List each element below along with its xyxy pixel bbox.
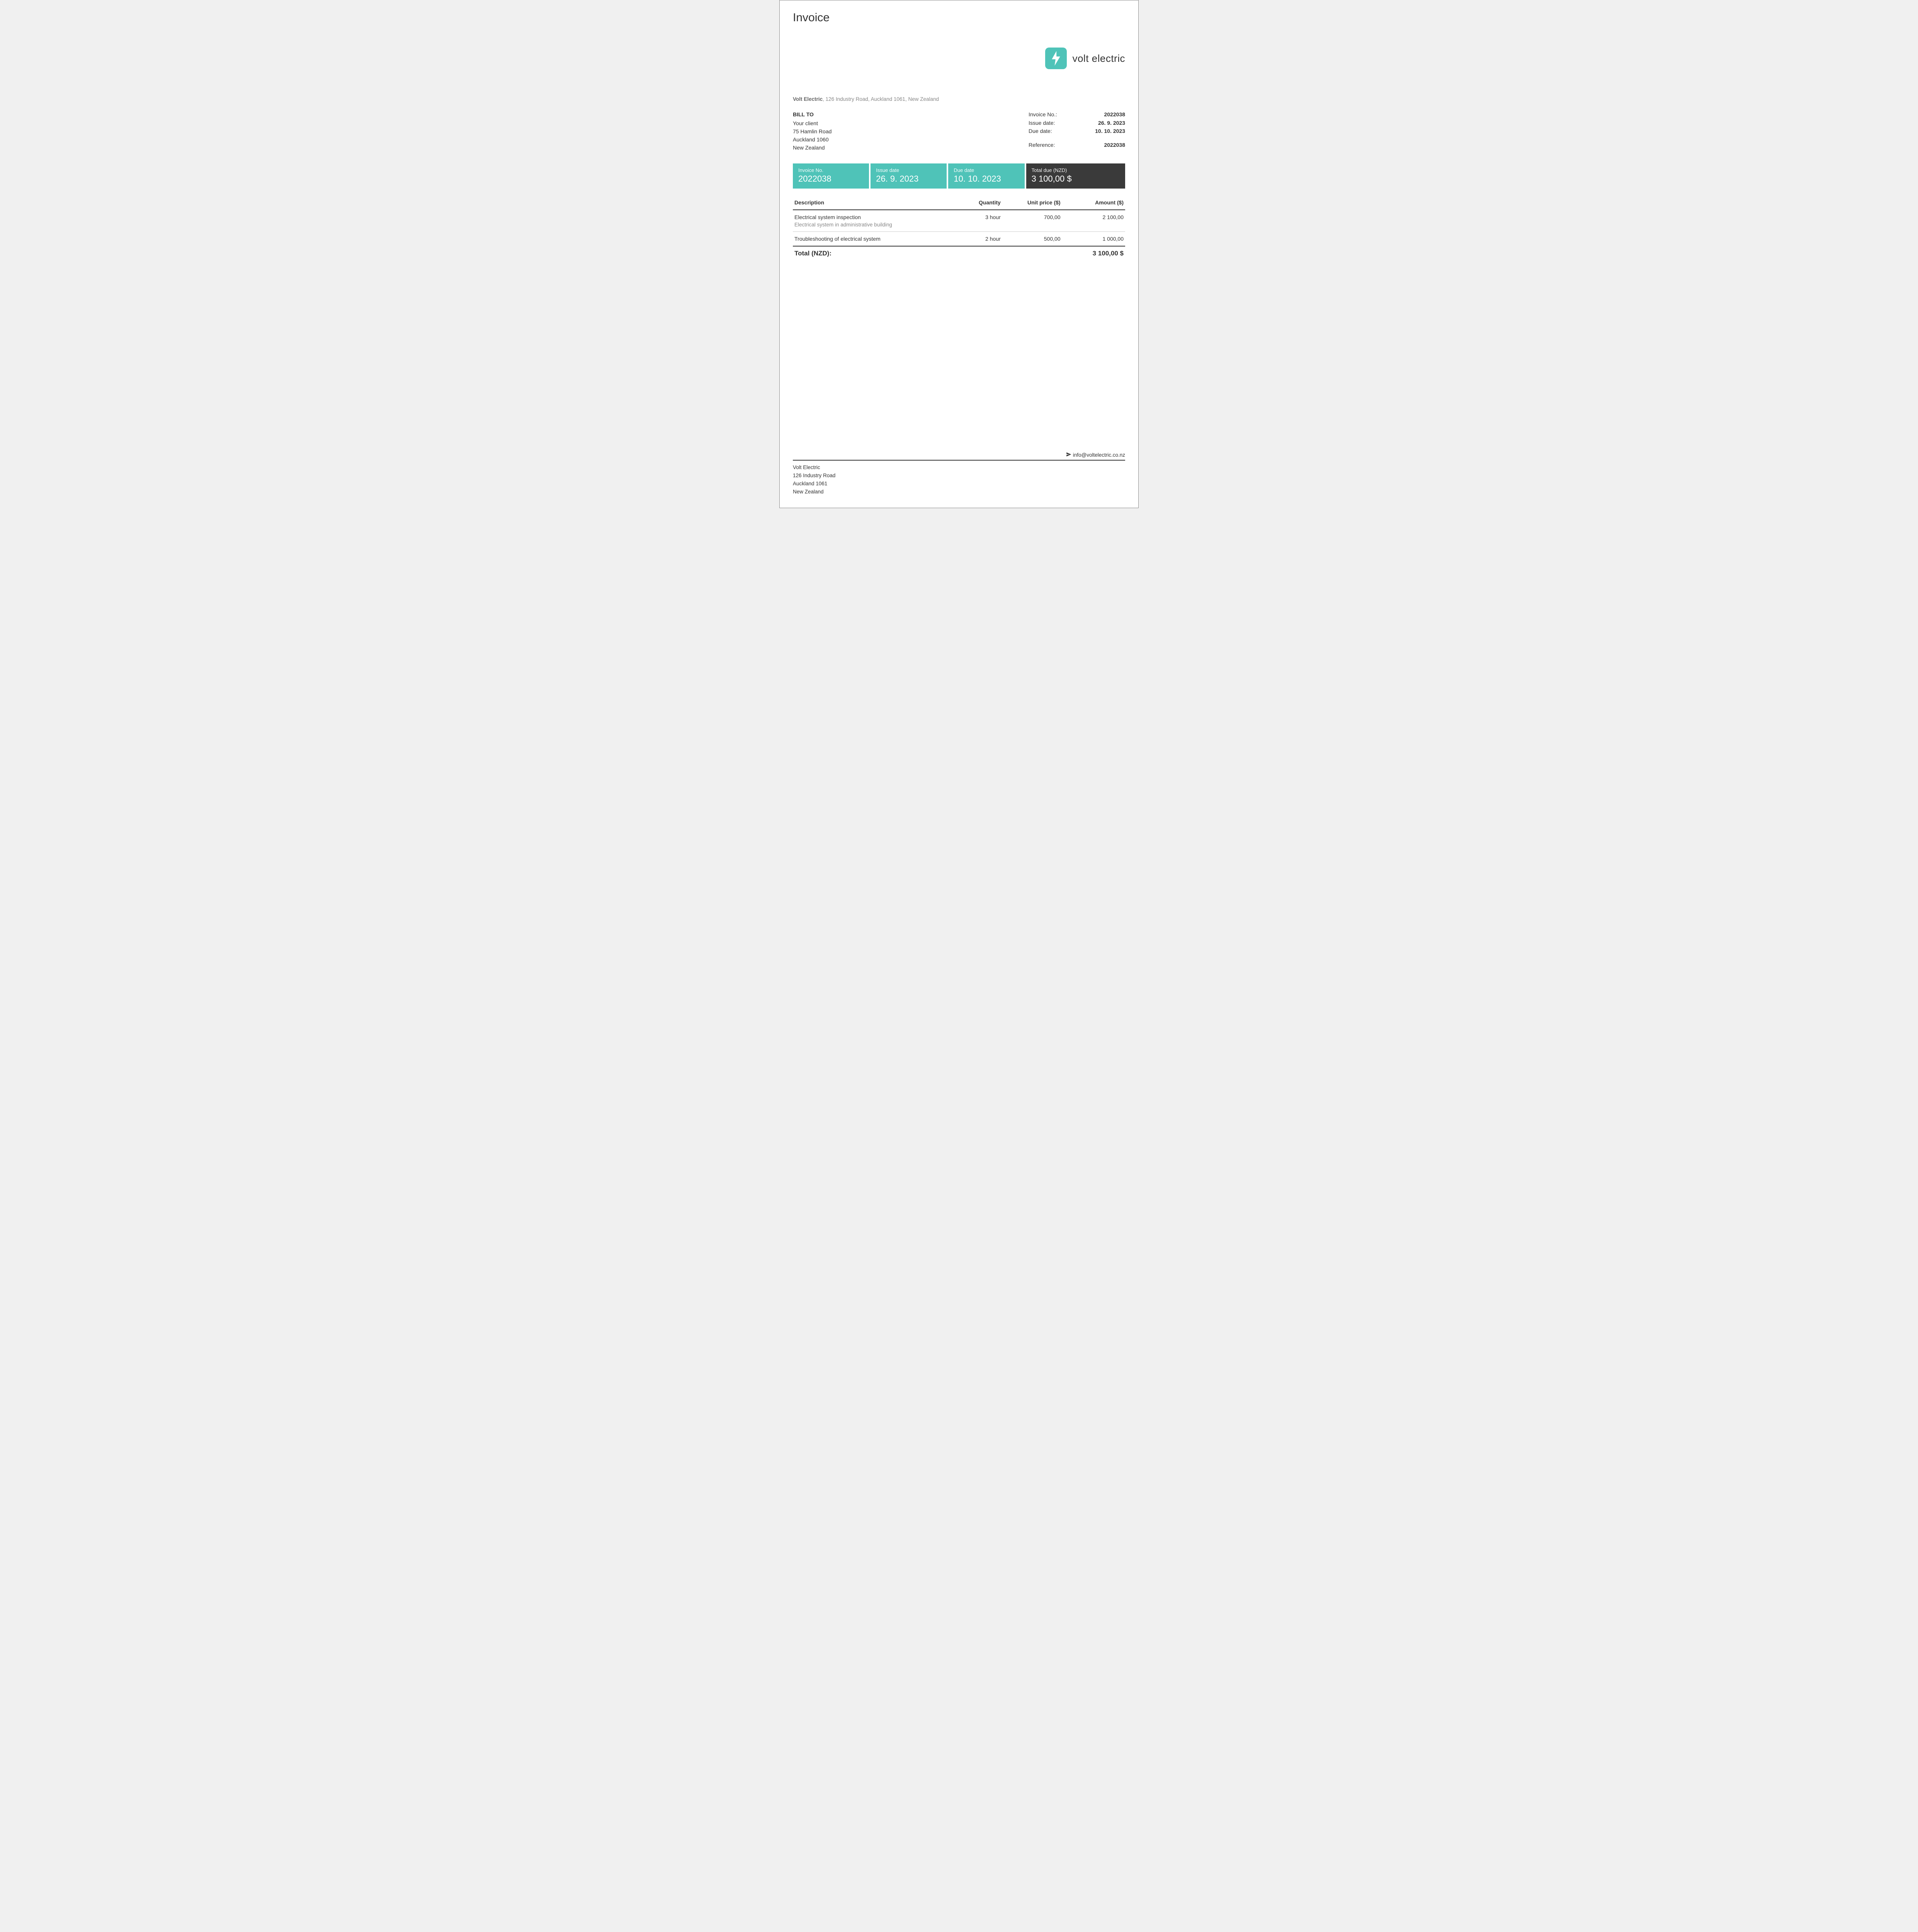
summary-cell: Issue date26. 9. 2023 bbox=[871, 163, 947, 189]
meta-value: 2022038 bbox=[1104, 141, 1125, 150]
meta-issue-date: Issue date: 26. 9. 2023 bbox=[1029, 119, 1125, 128]
total-line: Total (NZD): 3 100,00 $ bbox=[793, 247, 1125, 257]
brand-name: volt electric bbox=[1072, 53, 1125, 65]
cell-amount: 2 100,00 bbox=[1062, 210, 1125, 232]
meta-label: Due date: bbox=[1029, 127, 1052, 136]
sender-company: Volt Electric bbox=[793, 96, 823, 102]
bill-to-line: 75 Hamlin Road bbox=[793, 128, 831, 136]
summary-label: Invoice No. bbox=[798, 167, 864, 173]
invoice-meta-block: Invoice No.: 2022038 Issue date: 26. 9. … bbox=[1029, 111, 1125, 152]
meta-row: BILL TO Your client 75 Hamlin Road Auckl… bbox=[793, 111, 1125, 152]
footer-line: Auckland 1061 bbox=[793, 480, 1125, 488]
col-amount: Amount ($) bbox=[1062, 196, 1125, 210]
summary-label: Issue date bbox=[876, 167, 941, 173]
summary-cell: Total due (NZD)3 100,00 $ bbox=[1026, 163, 1125, 189]
meta-value: 10. 10. 2023 bbox=[1095, 127, 1125, 136]
sender-address-inline: , bbox=[823, 96, 826, 102]
summary-label: Total due (NZD) bbox=[1032, 167, 1120, 173]
table-row: Troubleshooting of electrical system2 ho… bbox=[793, 232, 1125, 247]
bolt-icon bbox=[1045, 48, 1067, 69]
items-table: Description Quantity Unit price ($) Amou… bbox=[793, 196, 1125, 247]
footer-email: info@voltelectric.co.nz bbox=[793, 452, 1125, 460]
item-note: Electrical system in administrative buil… bbox=[794, 222, 951, 228]
summary-bar: Invoice No.2022038Issue date26. 9. 2023D… bbox=[793, 163, 1125, 189]
meta-label: Invoice No.: bbox=[1029, 111, 1057, 119]
brand-logo: volt electric bbox=[1045, 48, 1125, 69]
bill-to-block: BILL TO Your client 75 Hamlin Road Auckl… bbox=[793, 111, 831, 152]
cell-unit-price: 700,00 bbox=[1002, 210, 1062, 232]
bill-to-line: Your client bbox=[793, 119, 831, 128]
meta-value: 2022038 bbox=[1104, 111, 1125, 119]
bill-to-line: New Zealand bbox=[793, 144, 831, 152]
meta-reference: Reference: 2022038 bbox=[1029, 141, 1125, 150]
meta-value: 26. 9. 2023 bbox=[1098, 119, 1125, 128]
cell-description: Troubleshooting of electrical system bbox=[793, 232, 952, 247]
page-title: Invoice bbox=[793, 11, 1125, 24]
paper-plane-icon bbox=[1066, 452, 1071, 458]
table-row: Electrical system inspectionElectrical s… bbox=[793, 210, 1125, 232]
footer: info@voltelectric.co.nz Volt Electric 12… bbox=[793, 452, 1125, 496]
cell-quantity: 2 hour bbox=[952, 232, 1002, 247]
sender-address-text: 126 Industry Road, Auckland 1061, New Ze… bbox=[826, 96, 939, 102]
footer-address: Volt Electric 126 Industry Road Auckland… bbox=[793, 464, 1125, 496]
bill-to-line: Auckland 1060 bbox=[793, 136, 831, 144]
bill-to-heading: BILL TO bbox=[793, 111, 831, 119]
col-description: Description bbox=[793, 196, 952, 210]
meta-label: Issue date: bbox=[1029, 119, 1055, 128]
invoice-page: Invoice volt electric Volt Electric, 126… bbox=[779, 0, 1139, 508]
total-value: 3 100,00 $ bbox=[1093, 250, 1124, 257]
summary-value: 26. 9. 2023 bbox=[876, 174, 941, 184]
summary-cell: Due date10. 10. 2023 bbox=[948, 163, 1024, 189]
sender-inline-address: Volt Electric, 126 Industry Road, Auckla… bbox=[793, 96, 1125, 102]
cell-amount: 1 000,00 bbox=[1062, 232, 1125, 247]
footer-email-text: info@voltelectric.co.nz bbox=[1073, 452, 1125, 458]
items-body: Electrical system inspectionElectrical s… bbox=[793, 210, 1125, 246]
footer-rule bbox=[793, 460, 1125, 461]
footer-line: 126 Industry Road bbox=[793, 472, 1125, 480]
footer-line: New Zealand bbox=[793, 488, 1125, 496]
meta-due-date: Due date: 10. 10. 2023 bbox=[1029, 127, 1125, 136]
total-label: Total (NZD): bbox=[794, 250, 831, 257]
summary-cell: Invoice No.2022038 bbox=[793, 163, 869, 189]
meta-invoice-no: Invoice No.: 2022038 bbox=[1029, 111, 1125, 119]
summary-value: 2022038 bbox=[798, 174, 864, 184]
footer-line: Volt Electric bbox=[793, 464, 1125, 472]
cell-quantity: 3 hour bbox=[952, 210, 1002, 232]
col-unit-price: Unit price ($) bbox=[1002, 196, 1062, 210]
col-quantity: Quantity bbox=[952, 196, 1002, 210]
meta-label: Reference: bbox=[1029, 141, 1055, 150]
summary-label: Due date bbox=[954, 167, 1019, 173]
summary-value: 3 100,00 $ bbox=[1032, 174, 1120, 184]
cell-unit-price: 500,00 bbox=[1002, 232, 1062, 247]
summary-value: 10. 10. 2023 bbox=[954, 174, 1019, 184]
cell-description: Electrical system inspectionElectrical s… bbox=[793, 210, 952, 232]
logo-row: volt electric bbox=[793, 48, 1125, 69]
